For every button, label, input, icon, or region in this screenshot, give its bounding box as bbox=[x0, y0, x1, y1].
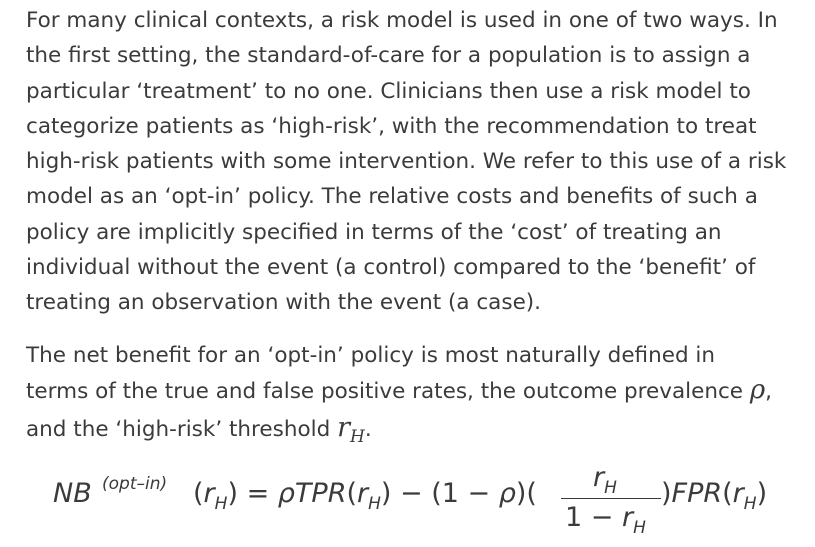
text-line: terms of the true and false positive rat… bbox=[26, 373, 806, 409]
text-line: The net benefit for an ‘opt-in’ policy i… bbox=[26, 343, 716, 368]
paren: ( bbox=[346, 478, 358, 509]
text-line: individual without the event (a control)… bbox=[26, 255, 756, 281]
eq-rho: ρ bbox=[277, 478, 295, 509]
text-line: For many clinical contexts, a risk model… bbox=[26, 8, 778, 33]
text-line: high-risk patients with some interventio… bbox=[26, 149, 787, 175]
eq-rho: ρ bbox=[498, 478, 516, 509]
text-line: the first setting, the standard-of-care … bbox=[26, 43, 751, 69]
eq-fraction-bar bbox=[561, 498, 661, 499]
eq-var-r: r bbox=[621, 502, 634, 533]
eq-sub-h: H bbox=[743, 494, 757, 514]
math-subscript-h: H bbox=[350, 426, 365, 447]
eq-sub-h: H bbox=[604, 478, 617, 498]
eq-fpr: FPR bbox=[671, 478, 723, 509]
paragraph-net-benefit-definition: The net benefit for an ‘opt-in’ policy i… bbox=[26, 338, 806, 449]
eq-rhs-fpr: )FPR(rH) bbox=[661, 478, 768, 514]
paren: ) bbox=[661, 478, 672, 509]
eq-fraction-denominator: 1 − rH bbox=[565, 502, 646, 538]
text-line: categorize patients as ‘high-risk’, with… bbox=[26, 113, 757, 139]
text-line: treating an observation with the event (… bbox=[26, 290, 542, 316]
text-line: policy are implicitly specified in terms… bbox=[26, 219, 722, 245]
math-r: r bbox=[337, 411, 351, 443]
eq-tpr: TPR bbox=[294, 478, 347, 509]
eq-var-r: r bbox=[732, 478, 744, 509]
paren: ( bbox=[193, 478, 204, 509]
eq-var-r: r bbox=[203, 478, 215, 509]
eq-fraction-numerator: rH bbox=[593, 462, 617, 498]
text-line: particular ‘treatment’ to no one. Clinic… bbox=[26, 78, 751, 104]
text-fragment: terms of the true and false positive rat… bbox=[26, 379, 744, 405]
eq-equals: ) = bbox=[227, 478, 278, 509]
eq-minus-term: ) − (1 − bbox=[380, 478, 499, 509]
eq-var-r: r bbox=[593, 462, 605, 493]
text-fragment: and the ‘high-risk’ threshold bbox=[26, 416, 331, 442]
eq-nb: NB bbox=[53, 478, 92, 509]
eq-sub-h: H bbox=[214, 494, 228, 514]
text-line: model as an ‘opt-in’ policy. The relativ… bbox=[26, 184, 758, 210]
paren: ) bbox=[756, 478, 768, 509]
eq-sub-h: H bbox=[368, 494, 381, 514]
eq-superscript-opt-in: (opt–in) bbox=[102, 474, 168, 494]
eq-var-r: r bbox=[357, 478, 369, 509]
math-rho: ρ bbox=[749, 375, 766, 406]
paragraph-opt-in-description: For many clinical contexts, a risk model… bbox=[26, 3, 806, 321]
paren: )( bbox=[515, 478, 537, 509]
punctuation: , bbox=[765, 379, 773, 405]
punctuation: . bbox=[364, 416, 372, 442]
eq-den-text: 1 − bbox=[565, 502, 622, 533]
eq-sub-h: H bbox=[633, 518, 646, 538]
text-line: and the ‘high-risk’ threshold rH. bbox=[26, 410, 806, 449]
paren: ( bbox=[722, 478, 733, 509]
eq-lhs-argument: (rH) = ρTPR(rH) − (1 − ρ)( bbox=[193, 478, 537, 514]
